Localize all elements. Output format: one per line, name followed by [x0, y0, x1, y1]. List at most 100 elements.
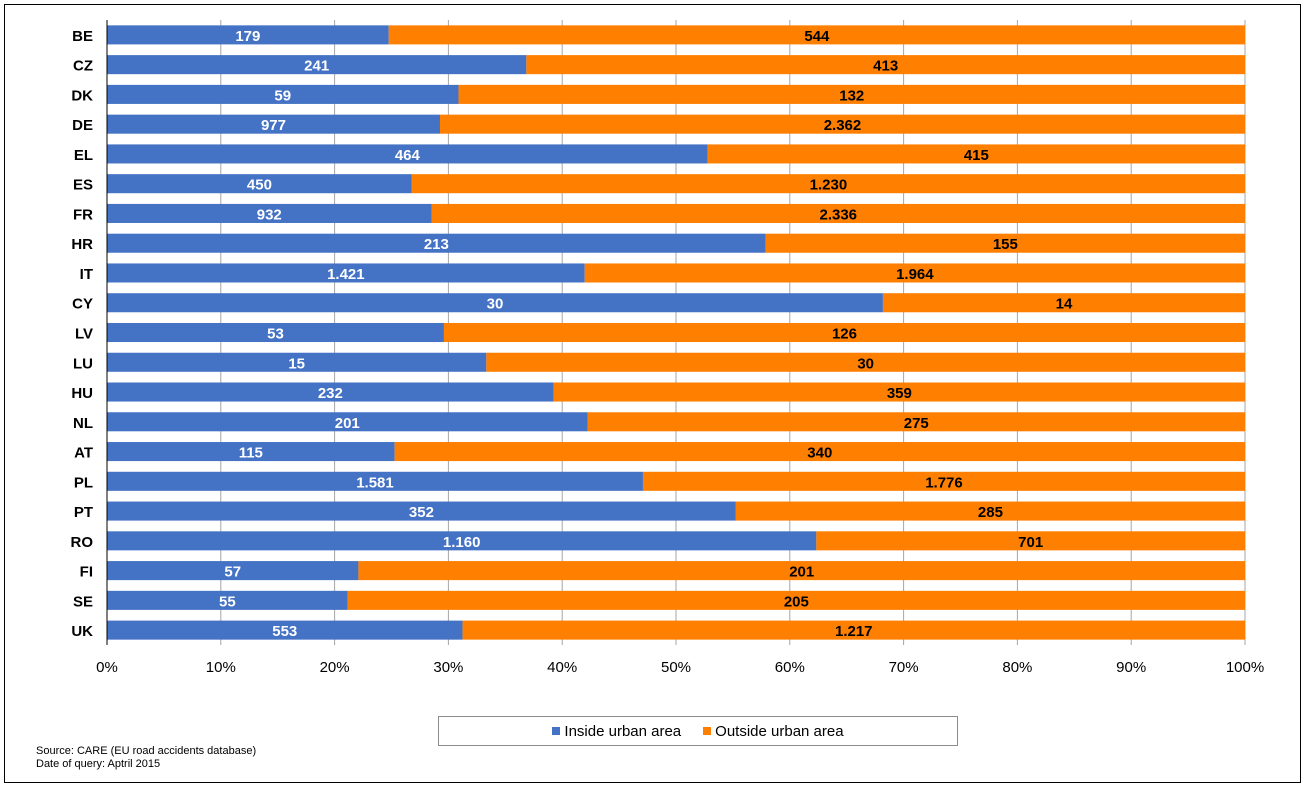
bar-segment: [107, 352, 487, 372]
x-tick-label: 30%: [433, 659, 463, 676]
x-tick-label: 80%: [1002, 659, 1032, 676]
data-label: 2.336: [819, 206, 857, 223]
x-tick-label: 0%: [96, 659, 118, 676]
bar-segment: [107, 55, 527, 75]
data-label: 179: [235, 28, 260, 45]
category-label: LU: [73, 355, 93, 372]
legend-item-inside: Inside urban area: [552, 723, 681, 740]
data-label: 201: [335, 415, 360, 432]
bar-segment: [107, 174, 412, 194]
bar-segment: [107, 501, 736, 521]
data-label: 205: [784, 593, 809, 610]
category-label: EL: [74, 147, 93, 164]
data-label: 1.230: [810, 177, 848, 194]
bar-segment: [462, 620, 1245, 640]
data-label: 340: [807, 445, 832, 462]
data-label: 213: [424, 236, 449, 253]
x-tick-label: 20%: [320, 659, 350, 676]
bar-segment: [347, 590, 1245, 610]
bar-segment: [388, 25, 1246, 45]
data-label: 53: [267, 326, 284, 343]
data-label: 115: [239, 445, 263, 462]
data-label: 932: [257, 206, 282, 223]
bar-segment: [458, 84, 1245, 104]
data-label: 450: [247, 177, 272, 194]
bar-segment: [816, 531, 1245, 551]
x-tick-label: 60%: [775, 659, 805, 676]
data-label: 15: [288, 355, 305, 372]
legend-label-outside: Outside urban area: [715, 722, 844, 740]
data-label: 241: [304, 58, 329, 75]
category-label: CY: [72, 296, 93, 313]
category-label: ES: [73, 177, 93, 194]
category-labels: BE CZ DK DE EL ES FR HR IT CY LV LU HU NL AT PL PT RO FI SE…: [71, 28, 94, 640]
x-tick-label: 40%: [547, 659, 577, 676]
x-tick-labels: 0% 10% 20% 30% 40% 50% 60% 70% 80% 90% 100%: [96, 659, 1264, 676]
data-label: 1.776: [925, 474, 963, 491]
x-tick-label: 100%: [1226, 659, 1264, 676]
bar-segment: [107, 531, 817, 551]
category-label: AT: [74, 445, 93, 462]
data-label: 30: [487, 296, 504, 313]
data-label: 1.581: [356, 474, 394, 491]
data-label: 413: [873, 58, 898, 75]
bar-segment: [107, 25, 389, 45]
bar-segment: [707, 144, 1245, 164]
data-label: 977: [261, 117, 286, 134]
data-label: 544: [804, 28, 830, 45]
data-label: 1.421: [327, 266, 365, 283]
legend-swatch-outside: [703, 727, 712, 735]
bar-segment: [394, 442, 1246, 462]
bar-segment: [107, 471, 643, 491]
query-date-line: Date of query: Aptril 2015: [36, 758, 161, 770]
bar-segment: [107, 293, 883, 313]
bar-segment: [107, 263, 585, 283]
data-label: 1.964: [896, 266, 934, 283]
bar-segment: [107, 382, 554, 402]
data-label: 232: [318, 385, 343, 402]
bar-segment: [107, 322, 444, 343]
bar-segment: [735, 501, 1245, 521]
bar-segment: [107, 590, 348, 610]
bar-segment: [587, 412, 1245, 432]
data-label: 1.217: [835, 623, 873, 640]
bar-segment: [486, 352, 1245, 372]
bar-segment: [411, 174, 1246, 194]
data-label: 14: [1056, 296, 1073, 313]
bar-segment: [107, 114, 440, 134]
x-tick-label: 10%: [206, 659, 236, 676]
category-label: DK: [71, 87, 93, 104]
legend-label-inside: Inside urban area: [564, 722, 682, 740]
x-tick-label: 70%: [889, 659, 919, 676]
data-label: 1.160: [443, 534, 481, 551]
bar-segment: [107, 203, 432, 223]
category-label: RO: [71, 534, 94, 551]
data-label: 701: [1018, 534, 1043, 551]
data-label: 57: [224, 564, 241, 581]
data-label: 201: [789, 564, 814, 581]
data-label: 155: [993, 236, 1018, 253]
bar-segment: [107, 233, 766, 253]
bar-segment: [107, 442, 395, 462]
data-label: 285: [978, 504, 1003, 521]
stacked-bar-chart: 179 544 241 413 59 132 977 2.362 464 415 450 1.230 9…: [71, 20, 1264, 676]
data-label: 553: [272, 623, 297, 640]
category-label: CZ: [73, 58, 93, 75]
category-label: LV: [75, 326, 93, 343]
category-label: HU: [71, 385, 93, 402]
bar-segment: [439, 114, 1246, 134]
data-label: 132: [839, 87, 864, 104]
data-label: 59: [274, 87, 291, 104]
bar-segment: [358, 561, 1246, 581]
category-label: PT: [74, 504, 93, 521]
category-label: BE: [72, 28, 93, 45]
bars: 179 544 241 413 59 132 977 2.362 464 415 450 1.230 9…: [107, 25, 1246, 640]
legend-item-outside: Outside urban area: [703, 722, 844, 740]
data-label: 464: [395, 147, 421, 164]
category-label: FI: [80, 564, 93, 581]
bar-segment: [765, 233, 1245, 253]
data-label: 415: [964, 147, 989, 164]
bar-segment: [107, 561, 359, 581]
data-label: 55: [219, 593, 236, 610]
category-label: SE: [73, 593, 93, 610]
